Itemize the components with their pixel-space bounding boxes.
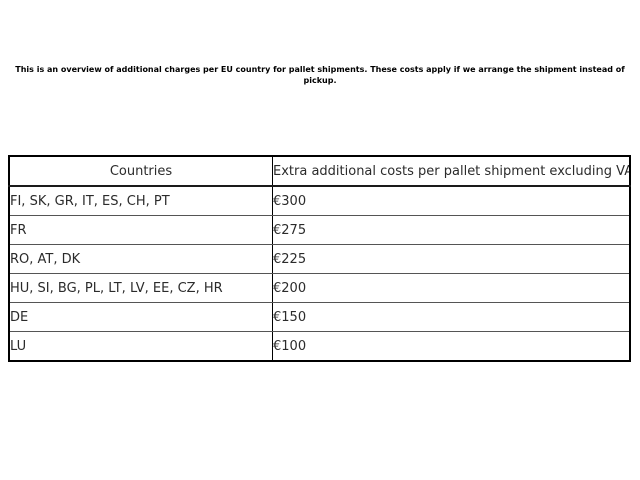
countries-column-header: Countries <box>9 156 273 187</box>
table-row: HU, SI, BG, PL, LT, LV, EE, CZ, HR €200 <box>9 273 630 303</box>
countries-cell: DE <box>9 302 273 332</box>
cost-cell: €150 <box>272 302 630 332</box>
table-head: Countries Extra additional costs per pal… <box>9 156 630 187</box>
charges-table: Countries Extra additional costs per pal… <box>8 155 631 362</box>
countries-cell: LU <box>9 331 273 361</box>
countries-cell: FR <box>9 215 273 245</box>
table-body: FI, SK, GR, IT, ES, CH, PT €300 FR €275 RO, … <box>9 186 630 361</box>
table-row: FI, SK, GR, IT, ES, CH, PT €300 <box>9 186 630 216</box>
intro-text: This is an overview of additional charge… <box>15 65 625 85</box>
countries-cell: FI, SK, GR, IT, ES, CH, PT <box>9 186 273 216</box>
countries-cell: HU, SI, BG, PL, LT, LV, EE, CZ, HR <box>9 273 273 303</box>
cost-cell: €200 <box>272 273 630 303</box>
table-row: DE €150 <box>9 302 630 332</box>
costs-column-header: Extra additional costs per pallet shipme… <box>272 156 630 187</box>
countries-cell: RO, AT, DK <box>9 244 273 274</box>
cost-cell: €300 <box>272 186 630 216</box>
cost-cell: €100 <box>273 338 307 354</box>
table-row: LU €100 <box>9 331 630 361</box>
cost-cell: €225 <box>272 244 630 274</box>
table-header-row: Countries Extra additional costs per pal… <box>9 156 630 187</box>
cost-cell: €275 <box>272 215 630 245</box>
table-row: FR €275 <box>9 215 630 245</box>
table-row: RO, AT, DK €225 <box>9 244 630 274</box>
